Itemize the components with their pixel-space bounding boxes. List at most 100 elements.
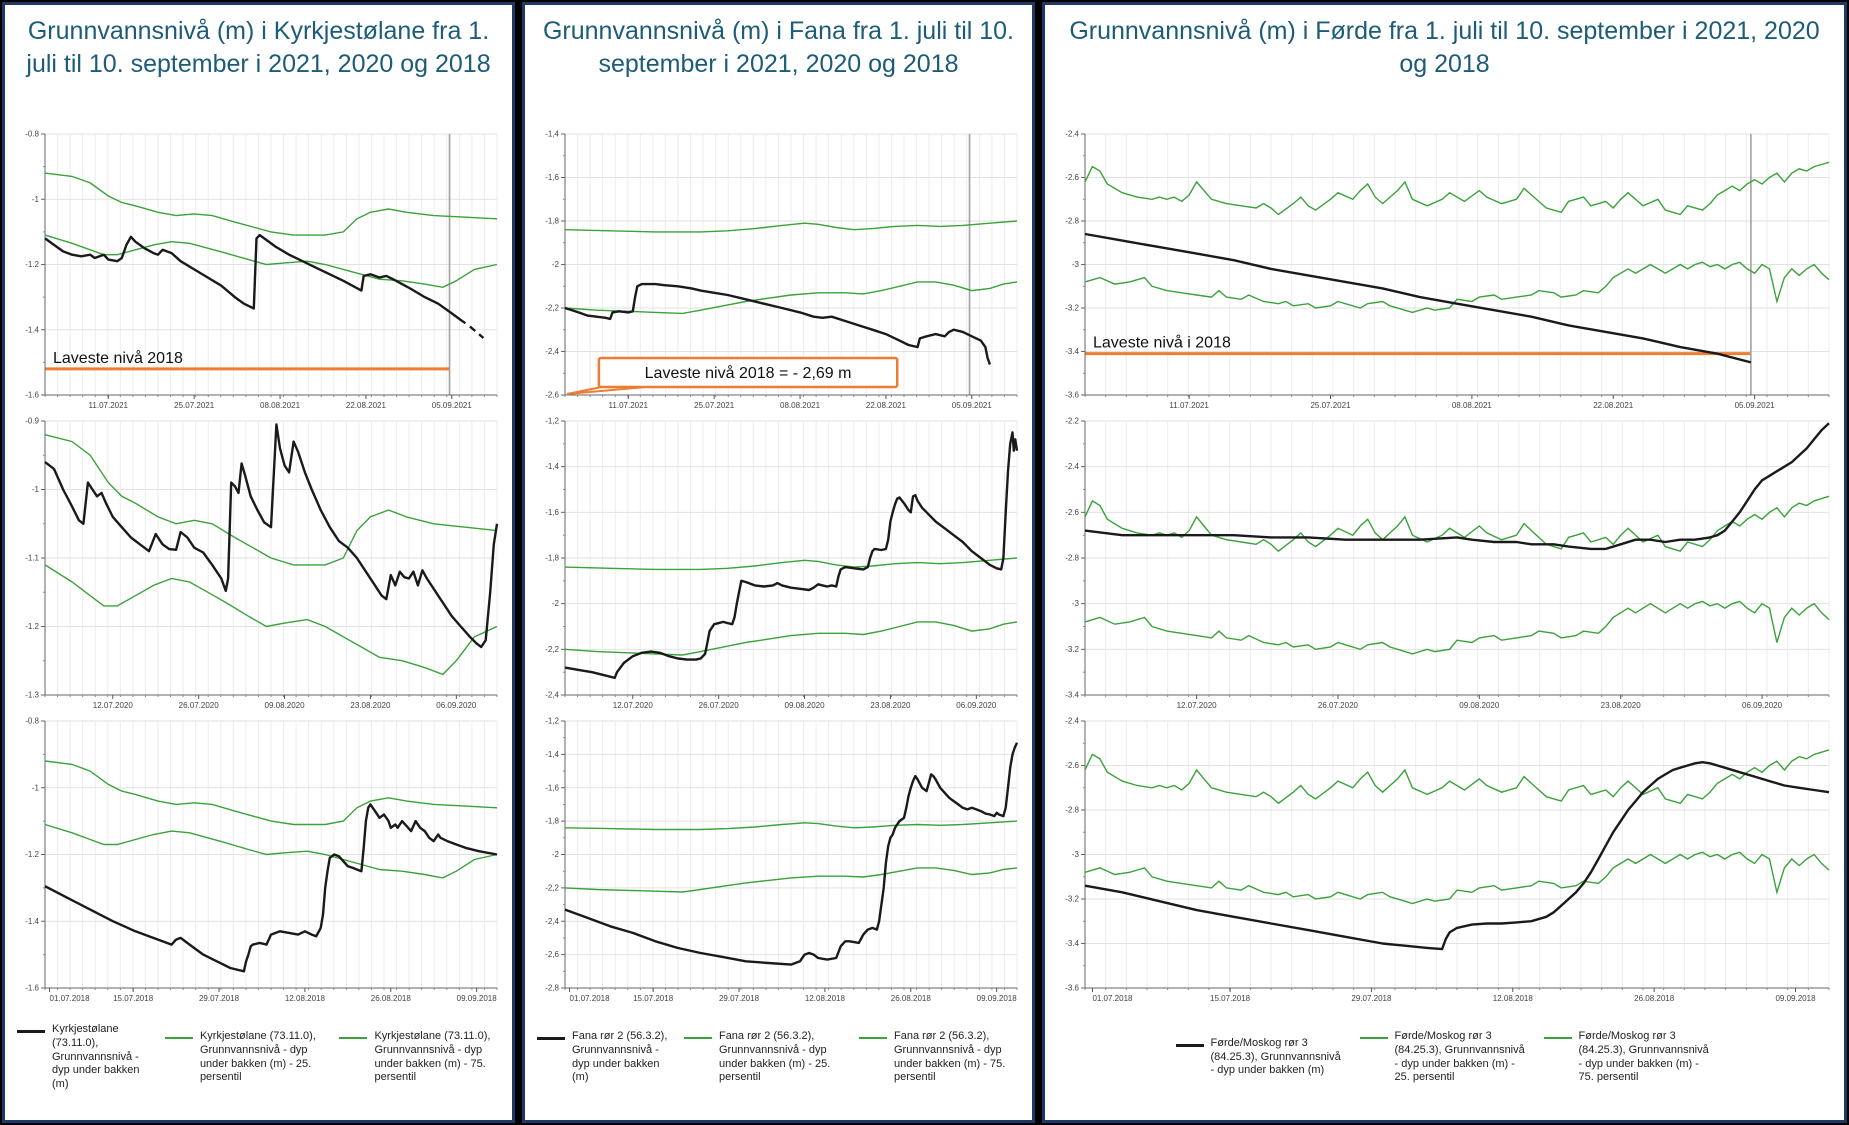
x-tick-label: 25.07.2021	[1310, 401, 1351, 410]
x-tick-label: 26.08.2018	[371, 994, 412, 1003]
y-tick-label: -3	[1072, 599, 1080, 608]
x-tick-label: 08.08.2021	[780, 401, 821, 410]
y-tick-label: -1,8	[545, 554, 559, 563]
p75-line	[44, 760, 498, 826]
lowest-level-label: Laveste nivå 2018	[53, 349, 183, 367]
legend-label: Kyrkjestølane (73.11.0), Grunnvannsnivå …	[374, 1030, 491, 1084]
p25-line	[564, 867, 1018, 893]
main-series-dashed-tail	[469, 325, 485, 339]
chart-2021-svg: -1,4 -1,6 -1,8 -2 -2,2 -2,4 -2,6 11.07.2021 25.0…	[545, 130, 1018, 410]
x-tick-label: 26.07.2020	[699, 701, 740, 710]
y-tick-label: -2	[552, 850, 560, 859]
x-tick-label: 12.07.2020	[1177, 701, 1218, 710]
lowest-level-label: Laveste nivå 2018 = - 2,69 m	[645, 364, 852, 382]
x-tick-label: 09.09.2018	[457, 994, 498, 1003]
legend-label: Førde/Moskog rør 3 (84.25.3), Grunnvanns…	[1210, 1036, 1341, 1077]
y-tick-label: -3.6	[1065, 984, 1079, 993]
p25-line	[1084, 261, 1830, 314]
x-tick-label: 29.07.2018	[719, 994, 760, 1003]
axes: -1,4 -1,6 -1,8 -2 -2,2 -2,4 -2,6 11.07.2021 25.0…	[545, 130, 1018, 410]
y-tick-label: -2,6	[545, 391, 559, 400]
x-tick-label: 12.08.2018	[805, 994, 846, 1003]
chart-2018-svg: -1,2 -1,4 -1,6 -1,8 -2 -2,2 -2,4 -2,6 -2,8 01.07.…	[545, 717, 1019, 1003]
legend-item: Kyrkjestølane (73.11.0), Grunnvannsnivå …	[339, 1030, 500, 1085]
y-tick-label: -0.8	[25, 130, 39, 139]
y-tick-label: -2.6	[1065, 761, 1079, 770]
y-tick-label: -1,4	[545, 462, 559, 471]
panel-fana: Grunnvannsnivå (m) i Fana fra 1. juli ti…	[522, 2, 1035, 1123]
x-tick-label: 23.08.2020	[350, 701, 391, 710]
x-tick-label: 12.07.2020	[613, 701, 654, 710]
axes: -2.4 -2.6 -2.8 -3 -3.2 -3.4 -3.6 11.07.2021 25.0…	[1065, 130, 1830, 410]
main-series-line	[44, 423, 499, 649]
axes: -1,2 -1,4 -1,6 -1,8 -2 -2,2 -2,4 -2,6 -2,8 01.07.…	[545, 717, 1018, 1003]
axes: -0.8 -1 -1.2 -1.4 -1.6 01.07.2018 15.07.2018 29…	[25, 717, 498, 1003]
y-tick-label: -1.6	[25, 984, 39, 993]
x-tick-label: 15.07.2018	[633, 994, 674, 1003]
y-tick-label: -1.2	[25, 260, 39, 269]
main-series-line	[564, 282, 992, 365]
y-tick-label: -2.8	[1065, 806, 1079, 815]
grid	[564, 720, 1018, 989]
grid	[1084, 420, 1830, 696]
x-tick-label: 11.07.2021	[89, 401, 129, 410]
legend-item: Fana rør 2 (56.3.2), Grunnvannsnivå - dy…	[537, 1030, 670, 1085]
p75-line	[44, 172, 498, 236]
x-tick-label: 15.07.2018	[1210, 994, 1251, 1003]
y-tick-label: -2,6	[545, 950, 559, 959]
y-tick-label: -1.1	[25, 554, 39, 563]
y-tick-label: -1,6	[545, 783, 559, 792]
legend-swatch-black	[17, 1030, 45, 1034]
chart-2020: -2.2 -2.4 -2.6 -2.8 -3 -3.2 -3.4 12.07.2020 26.0…	[1053, 414, 1836, 714]
p25-line	[564, 621, 1018, 656]
p25-line	[564, 281, 1018, 315]
x-tick-label: 09.08.2020	[265, 701, 306, 710]
p75-line	[1084, 161, 1830, 216]
y-tick-label: -1,8	[545, 217, 559, 226]
chart-2021: -2.4 -2.6 -2.8 -3 -3.2 -3.4 -3.6 11.07.2021 25.0…	[1053, 127, 1836, 414]
chart-2018: -2.4 -2.6 -2.8 -3 -3.2 -3.4 -3.6 01.07.2018 15.0…	[1053, 714, 1836, 1007]
legend-item: Kyrkjestølane (73.11.0), Grunnvannsnivå …	[17, 1023, 151, 1092]
legend-label: Førde/Moskog rør 3 (84.25.3), Grunnvanns…	[1578, 1030, 1709, 1084]
legend-kyrkjestolane: Kyrkjestølane (73.11.0), Grunnvannsnivå …	[13, 1007, 504, 1114]
p75-line	[1084, 749, 1830, 805]
chart-stack-fana: -1,4 -1,6 -1,8 -2 -2,2 -2,4 -2,6 11.07.2021 25.0…	[533, 127, 1024, 1007]
y-tick-label: -0.9	[25, 417, 39, 426]
y-tick-label: -1.4	[25, 325, 39, 334]
y-tick-label: -3	[1072, 260, 1080, 269]
x-tick-label: 22.08.2021	[1593, 401, 1634, 410]
y-tick-label: -1,4	[545, 750, 559, 759]
chart-2020-svg: -0.9 -1 -1.1 -1.2 -1.3 12.07.2020 26.07.2020 09…	[25, 417, 499, 710]
x-tick-label: 01.07.2018	[1092, 994, 1133, 1003]
y-tick-label: -3.2	[1065, 645, 1079, 654]
chart-2021: -0.8 -1 -1.2 -1.4 -1.6 11.07.2021 25.07.2021 08…	[13, 127, 504, 414]
y-tick-label: -1	[32, 485, 40, 494]
legend-label: Kyrkjestølane (73.11.0), Grunnvannsnivå …	[199, 1030, 316, 1084]
legend-swatch-black	[1175, 1043, 1204, 1047]
chart-2020: -0.9 -1 -1.1 -1.2 -1.3 12.07.2020 26.07.2020 09…	[13, 414, 504, 714]
x-tick-label: 06.09.2020	[1742, 701, 1783, 710]
y-tick-label: -2.2	[1065, 417, 1079, 426]
grid	[44, 133, 498, 396]
x-tick-label: 26.08.2018	[891, 994, 932, 1003]
p75-line	[564, 820, 1018, 831]
y-tick-label: -2.6	[1065, 173, 1079, 182]
x-tick-label: 12.08.2018	[1493, 994, 1534, 1003]
axes: -0.9 -1 -1.1 -1.2 -1.3 12.07.2020 26.07.2020 09…	[25, 417, 498, 710]
y-tick-label: -2,2	[545, 883, 559, 892]
legend-swatch-green	[683, 1037, 712, 1039]
chart-2020-svg: -1,2 -1,4 -1,6 -1,8 -2 -2,2 -2,4 12.07.2020 26.0…	[545, 417, 1019, 710]
x-tick-label: 12.08.2018	[285, 994, 326, 1003]
x-tick-label: 23.08.2020	[870, 701, 911, 710]
y-tick-label: -3.2	[1065, 895, 1079, 904]
grid	[1084, 720, 1830, 989]
main-series-line	[44, 233, 467, 325]
y-tick-label: -2,2	[545, 304, 559, 313]
y-tick-label: -1	[32, 783, 40, 792]
chart-2018-svg: -2.4 -2.6 -2.8 -3 -3.2 -3.4 -3.6 01.07.2018 15.0…	[1065, 717, 1830, 1003]
x-tick-label: 29.07.2018	[199, 994, 240, 1003]
y-tick-label: -1.4	[25, 917, 39, 926]
x-tick-label: 09.09.2018	[977, 994, 1018, 1003]
x-tick-label: 09.09.2018	[1775, 994, 1816, 1003]
p25-line	[1084, 600, 1830, 655]
